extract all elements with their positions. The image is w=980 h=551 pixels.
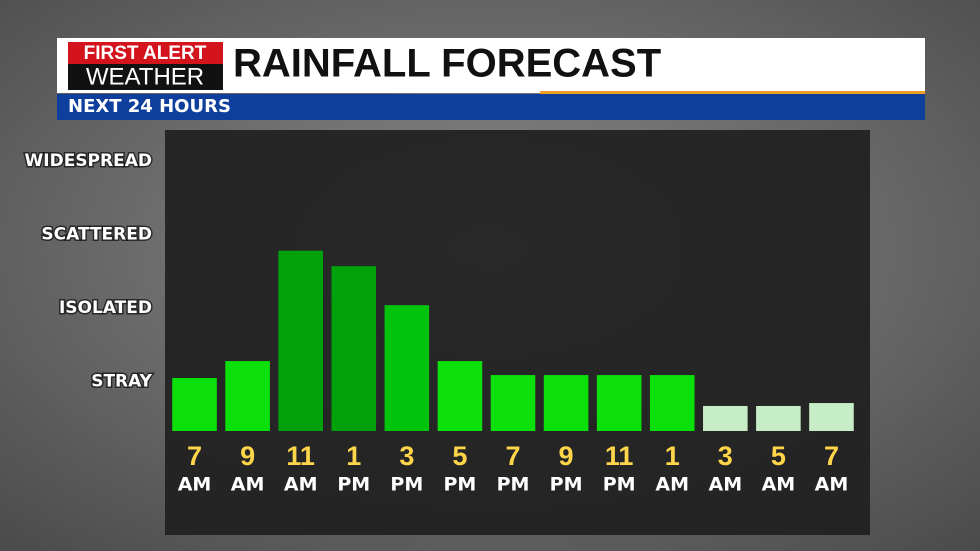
bar (225, 361, 270, 431)
y-tick-label: WIDESPREAD (25, 151, 152, 171)
bar (331, 266, 377, 431)
bar (756, 405, 801, 431)
bar (437, 361, 483, 431)
x-tick-label: 7 (824, 441, 839, 471)
x-tick-label: 7 (187, 441, 202, 471)
y-tick-label: STRAY (91, 372, 152, 392)
bar (809, 403, 854, 431)
x-tick-period: PM (550, 474, 583, 496)
logo-bottom (68, 64, 223, 90)
x-tick-period: PM (337, 474, 370, 496)
bar (703, 405, 748, 431)
bar (543, 375, 589, 431)
bar (278, 250, 323, 431)
header-accent (540, 91, 925, 94)
x-tick-label: 9 (240, 441, 255, 471)
logo-line1: FIRST ALERT (84, 43, 207, 64)
bar (384, 305, 430, 431)
y-tick-label: SCATTERED (41, 225, 152, 245)
x-tick-period: AM (231, 474, 265, 496)
bar (649, 375, 695, 431)
x-tick-label: 1 (346, 441, 361, 471)
bar (490, 375, 536, 431)
subheader-bar (57, 94, 925, 120)
x-tick-label: 3 (399, 441, 414, 471)
x-tick-period: PM (497, 474, 530, 496)
x-tick-period: AM (815, 474, 849, 496)
logo-line2: WEATHER (86, 63, 204, 90)
x-tick-period: AM (284, 474, 318, 496)
chart-subtitle: NEXT 24 HOURS (68, 96, 231, 117)
x-tick-label: 11 (605, 441, 634, 471)
x-tick-period: PM (603, 474, 636, 496)
x-tick-period: PM (444, 474, 477, 496)
x-tick-period: AM (708, 474, 742, 496)
chart-title: RAINFALL FORECAST (233, 42, 661, 86)
logo-top (68, 42, 223, 64)
x-tick-label: 3 (718, 441, 733, 471)
bar (172, 378, 217, 431)
bar (596, 375, 642, 431)
x-tick-label: 5 (771, 441, 786, 471)
x-tick-label: 5 (452, 441, 467, 471)
x-tick-label: 7 (505, 441, 520, 471)
x-tick-label: 9 (559, 441, 574, 471)
x-tick-period: PM (390, 474, 423, 496)
x-tick-period: AM (655, 474, 689, 496)
x-tick-label: 11 (286, 441, 315, 471)
x-tick-label: 1 (665, 441, 680, 471)
x-tick-period: AM (178, 474, 212, 496)
y-tick-label: ISOLATED (59, 298, 152, 318)
x-tick-period: AM (762, 474, 796, 496)
